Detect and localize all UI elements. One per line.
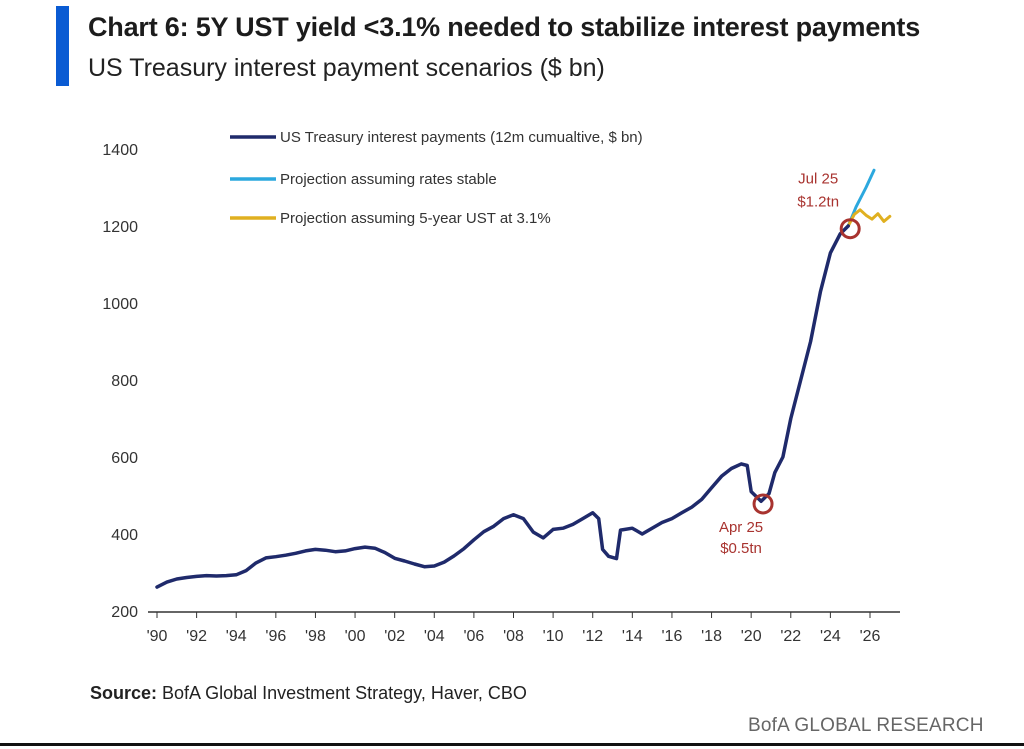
annotation-marker-1: [752, 493, 774, 515]
title-accent-bar: [56, 6, 69, 86]
x-tick-label: '10: [543, 628, 564, 645]
chart-subtitle: US Treasury interest payment scenarios (…: [88, 54, 605, 82]
y-tick-label: 1400: [102, 142, 138, 159]
y-tick-label: 800: [111, 373, 138, 390]
x-tick-label: '94: [226, 628, 247, 645]
x-tick-label: '92: [186, 628, 207, 645]
source-text: BofA Global Investment Strategy, Haver, …: [157, 683, 527, 703]
x-tick-label: '90: [147, 628, 168, 645]
x-tick-label: '26: [860, 628, 881, 645]
x-tick-label: '16: [662, 628, 683, 645]
x-tick-label: '20: [741, 628, 762, 645]
x-tick-label: '14: [622, 628, 643, 645]
y-tick-label: 400: [111, 527, 138, 544]
annotation-label-0: $1.2tn: [797, 194, 839, 211]
source-label: Source:: [90, 683, 158, 703]
legend-label-1: Projection assuming rates stable: [280, 171, 497, 188]
x-tick-label: '24: [820, 628, 841, 645]
bottom-rule: [0, 743, 1024, 746]
x-tick-label: '96: [265, 628, 286, 645]
x-tick-label: '12: [582, 628, 603, 645]
x-tick-label: '06: [463, 628, 484, 645]
x-tick-label: '18: [701, 628, 722, 645]
x-tick-label: '08: [503, 628, 524, 645]
x-tick-label: '00: [345, 628, 366, 645]
annotation-marker-0: [839, 218, 861, 240]
x-tick-label: '98: [305, 628, 326, 645]
legend-label-2: Projection assuming 5-year UST at 3.1%: [280, 210, 551, 227]
y-tick-label: 600: [111, 450, 138, 467]
brand-footer: BofA GLOBAL RESEARCH: [748, 715, 984, 736]
annotation-label-1: $0.5tn: [720, 540, 762, 557]
y-tick-label: 1000: [102, 296, 138, 313]
annotation-label-0: Jul 25: [798, 171, 838, 188]
source-note: Source: BofA Global Investment Strategy,…: [90, 683, 527, 704]
y-tick-label: 200: [111, 604, 138, 621]
legend-label-0: US Treasury interest payments (12m cumua…: [280, 129, 643, 146]
x-tick-label: '02: [384, 628, 405, 645]
x-tick-label: '04: [424, 628, 445, 645]
y-tick-label: 1200: [102, 219, 138, 236]
series-line-0: [155, 224, 850, 589]
annotation-label-1: Apr 25: [719, 519, 763, 536]
x-tick-label: '22: [780, 628, 801, 645]
chart-title: Chart 6: 5Y UST yield <3.1% needed to st…: [88, 12, 921, 42]
series-line-2: [846, 208, 892, 228]
